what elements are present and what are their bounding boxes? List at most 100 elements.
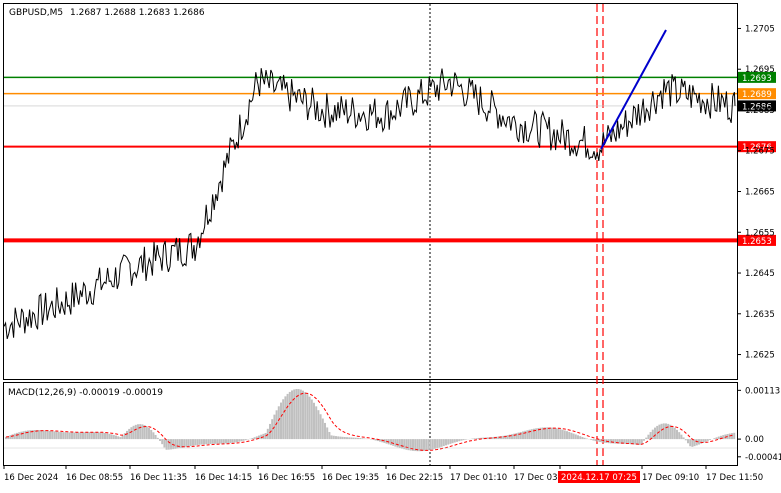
macd-bar: [152, 432, 154, 439]
macd-bar: [234, 439, 236, 442]
macd-bar: [42, 430, 44, 439]
macd-bar: [531, 429, 533, 439]
macd-bar: [18, 432, 20, 439]
price-level-tag-label: 1.2689: [742, 90, 772, 100]
macd-bar: [403, 439, 405, 449]
macd-bar: [188, 439, 190, 446]
macd-bar: [331, 435, 333, 439]
macd-bar: [731, 433, 733, 439]
macd-bar: [328, 432, 330, 439]
macd-bar: [513, 434, 515, 439]
macd-bar: [359, 438, 361, 439]
macd-bar: [335, 436, 337, 439]
macd-bar: [58, 432, 60, 439]
macd-bar: [579, 436, 581, 439]
macd-bar: [390, 439, 392, 445]
macd-bar: [194, 439, 196, 445]
macd-bar: [45, 430, 47, 439]
macd-bar: [566, 431, 568, 439]
macd-bar: [104, 433, 106, 439]
macd-bar: [243, 439, 245, 441]
macd-bar: [465, 439, 467, 440]
macd-bar: [515, 433, 517, 439]
time-tick-label: 2024.12.17 07:25: [561, 473, 637, 483]
price-level-tag-label: 1.2693: [742, 74, 772, 84]
macd-bar: [135, 425, 137, 439]
macd-bar: [293, 389, 295, 439]
macd-bar: [159, 439, 161, 441]
price-tick-label: 1.2645: [745, 269, 775, 279]
macd-bar: [707, 439, 709, 441]
macd-bar: [474, 438, 476, 439]
macd-bar: [639, 439, 641, 445]
macd-bar: [89, 432, 91, 439]
macd-bar: [454, 439, 456, 442]
macd-bar: [612, 439, 614, 443]
chart-header-ohlc: 1.2687 1.2688 1.2683 1.2686: [70, 8, 205, 18]
macd-bar: [430, 439, 432, 450]
macd-bar: [254, 437, 256, 439]
macd-bar: [733, 433, 735, 439]
macd-bar: [60, 432, 62, 439]
macd-bar: [78, 432, 80, 439]
macd-bar: [522, 431, 524, 439]
macd-bar: [526, 430, 528, 439]
macd-bar: [705, 439, 707, 442]
macd-bar: [557, 429, 559, 439]
trend-line[interactable]: [601, 30, 666, 149]
macd-bar: [128, 429, 130, 439]
macd-label: MACD(12,26,9) -0.00019 -0.00019: [8, 388, 163, 398]
macd-bar: [144, 425, 146, 439]
macd-bar: [709, 439, 711, 440]
time-tick-label: 16 Dec 08:55: [66, 473, 123, 483]
macd-bar: [575, 434, 577, 439]
macd-bar: [445, 439, 447, 445]
macd-bar: [524, 431, 526, 439]
macd-bar: [317, 410, 319, 439]
macd-bar: [326, 427, 328, 439]
macd-bar: [9, 435, 11, 439]
macd-bar: [436, 439, 438, 448]
macd-bar: [562, 430, 564, 439]
macd-bar: [80, 432, 82, 439]
macd-bar: [546, 427, 548, 439]
price-tick-label: 1.2675: [745, 147, 775, 157]
macd-bar: [713, 438, 715, 439]
price-tick-label: 1.2705: [745, 24, 775, 34]
macd-bar: [16, 433, 18, 439]
macd-bar: [73, 432, 75, 439]
macd-bar: [610, 439, 612, 443]
macd-bar: [661, 424, 663, 439]
macd-bar: [115, 436, 117, 440]
macd-bar: [652, 430, 654, 439]
macd-bar: [443, 439, 445, 446]
chart-header-symbol: GBPUSD,M5: [9, 8, 63, 18]
macd-bar: [344, 437, 346, 439]
macd-bar: [680, 435, 682, 439]
macd-bar: [687, 439, 689, 443]
macd-bar: [647, 435, 649, 439]
macd-bar: [300, 390, 302, 440]
macd-bar: [434, 439, 436, 449]
macd-bar: [117, 436, 119, 439]
macd-tick-label: 0.00: [745, 435, 764, 445]
macd-bar: [348, 437, 350, 439]
macd-bar: [570, 433, 572, 439]
macd-bar: [518, 433, 520, 440]
macd-bar: [157, 438, 159, 439]
macd-bar: [372, 439, 374, 440]
macd-bar: [229, 439, 231, 443]
time-tick-label: 17 Dec 01:10: [450, 473, 507, 483]
macd-bar: [333, 436, 335, 439]
macd-bar: [447, 439, 449, 444]
macd-bar: [183, 439, 185, 447]
macd-bar: [75, 432, 77, 439]
macd-bar: [221, 439, 223, 443]
macd-bar: [577, 435, 579, 439]
macd-bar: [38, 430, 40, 439]
macd-bar: [251, 438, 253, 439]
macd-bar: [423, 439, 425, 451]
macd-bar: [119, 437, 121, 439]
macd-bar: [700, 439, 702, 444]
macd-bar: [511, 434, 513, 439]
